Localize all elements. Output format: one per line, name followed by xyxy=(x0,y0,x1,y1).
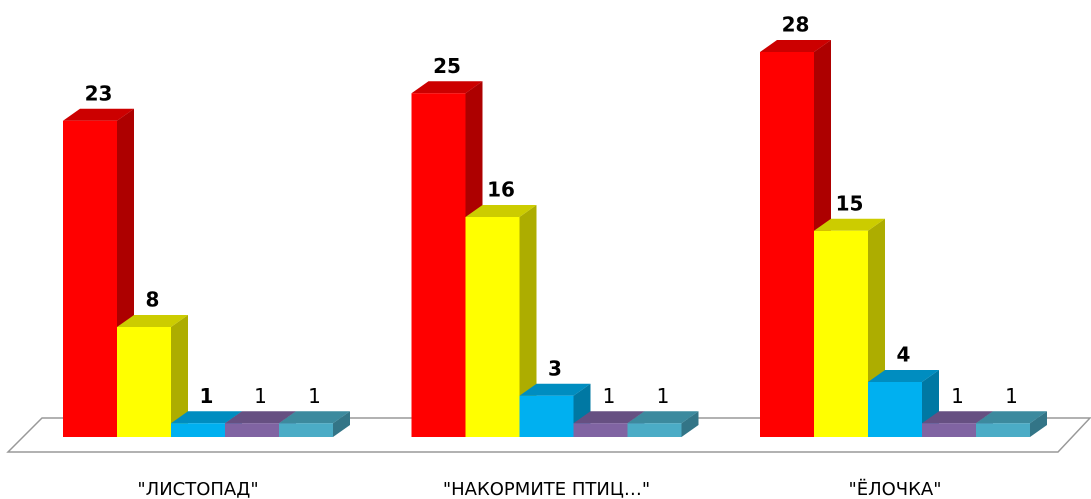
bar-face xyxy=(117,327,171,437)
data-label: 8 xyxy=(146,288,160,312)
bar-face xyxy=(922,411,993,424)
bar-face xyxy=(279,423,333,437)
data-label: 16 xyxy=(487,178,515,202)
data-label: 1 xyxy=(200,384,214,408)
data-label: 1 xyxy=(951,384,964,408)
x-tick-label: "ЛИСТОПАД" xyxy=(137,479,258,499)
bar-face xyxy=(465,205,537,217)
bar-face xyxy=(868,382,922,437)
bar xyxy=(465,205,537,437)
data-label: 4 xyxy=(897,343,911,367)
bar xyxy=(976,411,1047,437)
bar-face xyxy=(814,218,885,231)
bar-face xyxy=(681,411,699,437)
bar-face xyxy=(814,230,868,437)
data-label: 1 xyxy=(308,384,321,408)
bar-face xyxy=(411,93,466,437)
data-label: 3 xyxy=(548,356,562,380)
bar-face xyxy=(225,411,296,424)
data-label: 28 xyxy=(782,13,810,37)
bar-face xyxy=(411,81,483,94)
bar-face xyxy=(465,217,520,437)
data-label: 1 xyxy=(1005,384,1018,408)
bar xyxy=(279,411,350,437)
bar-face xyxy=(117,315,188,327)
data-label: 25 xyxy=(433,54,461,78)
bar-face xyxy=(171,315,188,437)
bar xyxy=(117,315,188,437)
bar-face xyxy=(573,423,628,437)
data-label: 1 xyxy=(603,384,616,408)
bar-face xyxy=(171,423,225,437)
bar-face xyxy=(922,423,976,437)
x-tick-label: "ЁЛОЧКА" xyxy=(848,479,941,499)
bar-face xyxy=(573,411,645,424)
data-label: 23 xyxy=(85,81,113,105)
bar-face xyxy=(63,120,117,437)
bar-face xyxy=(627,411,699,424)
bar-face xyxy=(63,108,134,121)
bar-face xyxy=(519,205,537,437)
bar-face xyxy=(225,423,279,437)
bar-face xyxy=(760,40,831,52)
bar xyxy=(627,411,699,437)
bar-face xyxy=(1030,411,1047,437)
bar-face xyxy=(519,395,574,437)
bar-face xyxy=(519,383,591,396)
bar-face xyxy=(171,411,242,424)
data-label: 1 xyxy=(254,384,267,408)
bar-face xyxy=(868,370,939,382)
bar-face xyxy=(279,411,350,424)
bar-face xyxy=(760,52,814,437)
bar-face xyxy=(976,423,1030,437)
data-label: 15 xyxy=(836,191,864,215)
bar-face xyxy=(976,411,1047,424)
bar xyxy=(519,383,591,437)
x-tick-label: "НАКОРМИТЕ ПТИЦ…" xyxy=(443,479,650,499)
data-label: 1 xyxy=(657,384,670,408)
bar-face xyxy=(627,423,682,437)
bar-face xyxy=(333,411,350,437)
